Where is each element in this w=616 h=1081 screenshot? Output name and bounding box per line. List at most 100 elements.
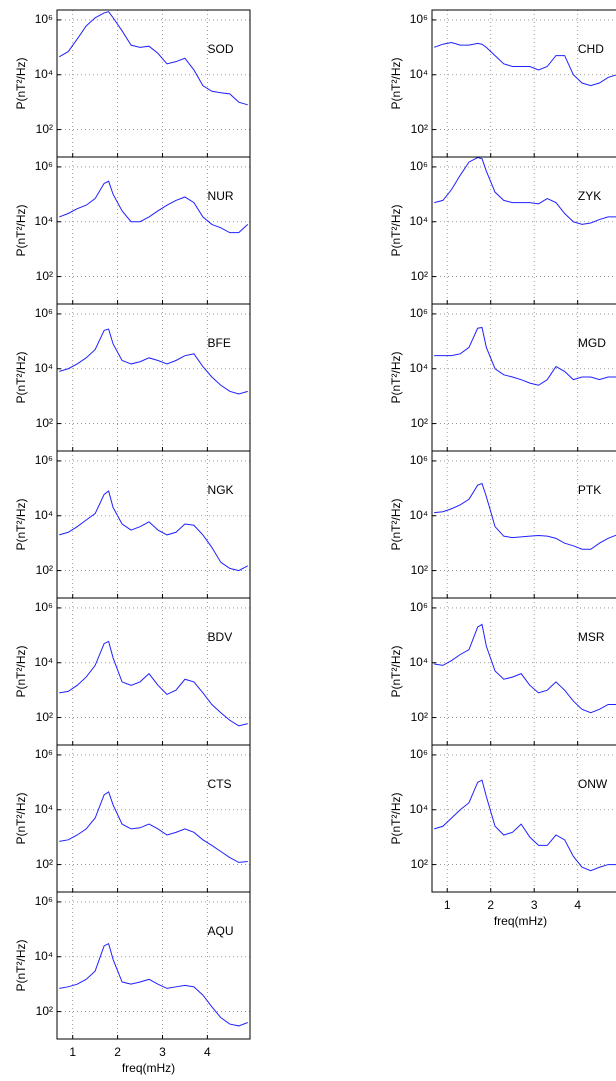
spectrum-line [59,328,248,395]
y-axis-label: P(nT²/Hz) [389,646,403,698]
y-tick-label: 10⁶ [410,600,428,614]
axes-frame [56,891,251,1040]
panel [432,451,616,598]
station-label: PTK [578,483,601,497]
spectrum-line [59,942,248,1027]
spectrum-line [58,11,248,106]
y-tick-label: 10⁶ [35,12,53,26]
panel [432,10,616,157]
y-tick-label: 10² [36,710,53,724]
spectrum-line [434,779,616,872]
axes-frame [56,744,251,893]
y-tick-label: 10⁶ [35,600,53,614]
y-axis-label: P(nT²/Hz) [14,58,28,110]
y-axis-label: P(nT²/Hz) [14,646,28,698]
panel [57,157,250,304]
y-tick-label: 10⁴ [34,949,53,963]
y-tick-label: 10² [36,269,53,283]
axes-frame [56,303,251,452]
x-tick-label: 2 [114,1045,121,1059]
station-label: NGK [208,483,234,497]
y-axis-label: P(nT²/Hz) [389,499,403,551]
axes-frame [56,597,251,746]
y-tick-label: 10⁴ [34,655,53,669]
x-tick-label: 3 [531,898,538,912]
y-tick-label: 10⁶ [35,894,53,908]
y-tick-label: 10⁴ [409,214,428,228]
spectrum-line [59,791,248,863]
station-label: MSR [578,630,605,644]
y-axis-label: P(nT²/Hz) [14,793,28,845]
y-axis-label: P(nT²/Hz) [389,793,403,845]
axes-frame [56,9,251,158]
spectrum-line [59,180,249,234]
panel [57,745,250,892]
axes-frame [56,450,251,599]
axes-frame [56,156,251,305]
y-tick-label: 10⁴ [409,508,428,522]
y-tick-label: 10⁶ [410,306,428,320]
spectrum-line [59,640,248,727]
station-label: CHD [578,42,604,56]
y-axis-label: P(nT²/Hz) [14,499,28,551]
y-tick-label: 10⁴ [34,67,53,81]
axes-frame [431,450,616,599]
y-tick-label: 10² [36,563,53,577]
panel [57,892,250,1039]
y-tick-label: 10² [411,269,428,283]
y-tick-label: 10⁴ [409,67,428,81]
y-axis-label: P(nT²/Hz) [14,352,28,404]
y-tick-label: 10⁶ [35,453,53,467]
y-tick-label: 10² [36,1004,53,1018]
panel [57,451,250,598]
y-tick-label: 10⁶ [35,747,53,761]
y-tick-label: 10² [411,710,428,724]
y-axis-label: P(nT²/Hz) [389,58,403,110]
station-label: MGD [578,336,606,350]
axes-frame [431,156,616,305]
y-tick-label: 10⁴ [34,361,53,375]
y-tick-label: 10⁶ [410,747,428,761]
spectrum-line [434,326,616,386]
y-tick-label: 10⁶ [35,306,53,320]
y-tick-label: 10⁶ [410,12,428,26]
y-tick-label: 10⁴ [34,802,53,816]
y-tick-label: 10² [411,563,428,577]
panel [432,598,616,745]
y-tick-label: 10² [36,122,53,136]
station-label: ONW [578,777,608,791]
y-axis-label: P(nT²/Hz) [14,205,28,257]
station-label: CTS [208,777,232,791]
spectrum-line [59,490,248,572]
station-label: BFE [208,336,231,350]
spectrum-line [434,41,616,87]
y-tick-label: 10⁶ [410,159,428,173]
y-tick-label: 10² [36,416,53,430]
x-tick-label: 2 [487,898,494,912]
x-tick-label: 4 [574,898,581,912]
station-label: SOD [208,42,234,56]
panel [57,304,250,451]
y-tick-label: 10² [36,857,53,871]
panel [432,304,616,451]
spectrum-line [434,157,616,225]
station-label: BDV [208,630,233,644]
panel [57,598,250,745]
axes-frame [431,744,616,893]
y-tick-label: 10² [411,122,428,136]
spectrum-line [434,623,616,714]
y-tick-label: 10⁴ [409,802,428,816]
y-tick-label: 10⁴ [409,655,428,669]
station-label: NUR [208,189,234,203]
x-tick-label: 1 [444,898,451,912]
x-tick-label: 3 [159,1045,166,1059]
y-tick-label: 10⁶ [35,159,53,173]
station-label: ZYK [578,189,601,203]
station-label: AQU [208,924,234,938]
y-tick-label: 10⁶ [410,453,428,467]
axes-frame [431,9,616,158]
y-tick-label: 10⁴ [409,361,428,375]
y-axis-label: P(nT²/Hz) [14,940,28,992]
x-axis-label: freq(mHz) [122,1061,175,1075]
